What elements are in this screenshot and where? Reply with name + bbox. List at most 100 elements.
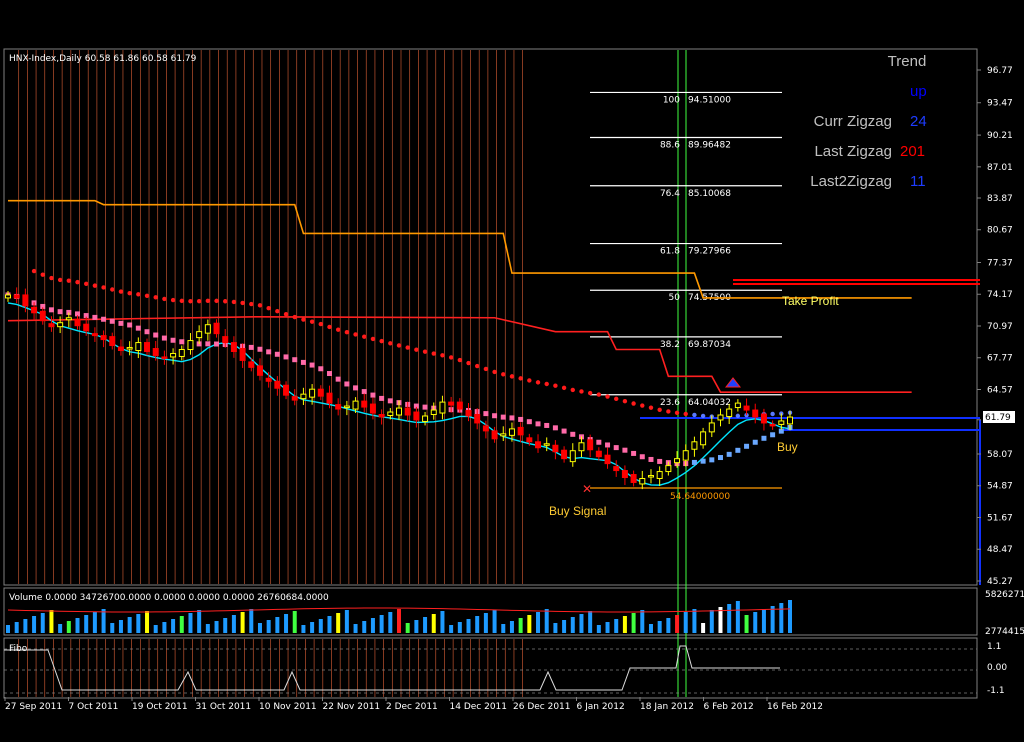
red-ma-dot [344, 330, 350, 335]
red-ma-dot [396, 343, 402, 348]
red-ma-dot [118, 289, 124, 294]
pink-ma-dot [344, 381, 350, 387]
red-ma-dot [188, 299, 193, 304]
x-tick-label: 16 Feb 2012 [767, 702, 823, 712]
symbol-label: HNX-Index,Daily 60.58 61.86 60.58 61.79 [9, 54, 197, 64]
volume-bar [188, 613, 193, 633]
red-ma-dot [309, 319, 315, 324]
red-ma-dot [692, 412, 697, 418]
candle-body [83, 323, 90, 332]
candle-body [387, 411, 394, 416]
trend-row-label: Curr Zigzag [814, 113, 892, 130]
candle-body [187, 340, 194, 351]
volume-bar [753, 612, 758, 633]
volume-bar [23, 619, 28, 633]
red-ma-dot [318, 321, 323, 327]
candle-body [57, 322, 64, 328]
pink-ma-dot [422, 404, 428, 410]
pink-ma-dot [83, 313, 89, 319]
red-ma-dot [457, 357, 463, 363]
red-ma-dot [561, 385, 567, 391]
volume-bar [6, 625, 10, 633]
red-ma-dot [40, 272, 45, 277]
pink-ma-dot [483, 411, 489, 417]
candle-body [22, 294, 29, 307]
x-tick-label: 7 Oct 2011 [69, 702, 119, 712]
red-ma-dot [631, 401, 636, 406]
red-ma-dot [640, 403, 645, 408]
red-ma-dot [292, 314, 297, 320]
pink-ma-dot [570, 431, 576, 437]
candle-body [204, 324, 211, 334]
volume-bar [675, 615, 680, 633]
pink-ma-dot [561, 428, 567, 434]
volume-bar [657, 621, 662, 633]
volume-bar [788, 600, 792, 633]
pink-ma-dot [387, 398, 393, 404]
fib-pct: 38.2 [660, 340, 680, 350]
candle-body [352, 400, 359, 410]
candle-body [674, 458, 681, 464]
x-tick-label: 10 Nov 2011 [259, 702, 317, 712]
volume-bar [223, 618, 228, 633]
red-ma-dot [553, 383, 558, 388]
trend-value: 11 [910, 173, 926, 190]
fibo-tick-label: 1.1 [987, 642, 1001, 652]
candle-body [100, 335, 107, 341]
y-tick-label: 96.77 [987, 66, 1013, 76]
volume-bar [483, 613, 488, 633]
volume-bar [492, 610, 497, 633]
x-tick-label: 2 Dec 2011 [386, 702, 438, 712]
fibo-tick-label: 0.00 [987, 663, 1007, 673]
red-ma-dot [49, 275, 54, 281]
volume-bar [379, 615, 384, 633]
candle-body [378, 414, 385, 418]
red-ma-dot [570, 387, 575, 393]
volume-bar [205, 624, 210, 633]
pink-ma-dot [153, 332, 159, 338]
red-ma-dot [301, 317, 306, 322]
red-ma-dot [101, 285, 106, 290]
volume-bar [727, 604, 732, 633]
price-tag [983, 411, 1015, 423]
y-tick-label: 51.67 [987, 513, 1013, 523]
red-ma-dot [214, 298, 219, 304]
red-ma-dot [127, 291, 132, 296]
y-tick-label: 74.17 [987, 290, 1013, 300]
red-ma-dot [518, 376, 523, 381]
pink-ma-dot [613, 445, 619, 451]
take-profit-label: Take Profit [782, 294, 839, 308]
candle-body [760, 413, 767, 424]
trend-title: Trend [888, 53, 927, 70]
volume-bar [622, 616, 627, 633]
red-ma-dot [587, 390, 593, 396]
candle-body [787, 416, 793, 425]
volume-bar [301, 625, 306, 633]
red-ma-dot [683, 411, 688, 417]
candle-body [152, 348, 159, 356]
red-ma-dot [535, 380, 541, 385]
pink-ma-dot [309, 362, 315, 368]
candle-body [256, 365, 263, 376]
red-ma-dot [66, 278, 72, 283]
volume-bar [292, 611, 297, 633]
x-tick-label: 31 Oct 2011 [196, 702, 252, 712]
volume-bar [718, 607, 723, 633]
candle-body [369, 403, 376, 414]
fibo-pane [3, 637, 978, 699]
y-tick-label: 48.47 [987, 545, 1013, 555]
pink-ma-dot [326, 371, 332, 377]
fib-price: 69.87034 [688, 340, 731, 350]
volume-bar [744, 615, 749, 633]
candle-body [482, 425, 489, 432]
candle-body [578, 442, 585, 452]
candle-body [456, 401, 463, 410]
volume-bar [431, 614, 436, 633]
red-ma-dot [596, 392, 602, 397]
candle-body [491, 430, 498, 440]
red-ma-dot [136, 292, 141, 297]
pink-ma-dot [118, 320, 124, 326]
pink-ma-dot [292, 357, 298, 363]
pink-ma-dot [109, 318, 115, 324]
volume-bar [570, 617, 575, 633]
